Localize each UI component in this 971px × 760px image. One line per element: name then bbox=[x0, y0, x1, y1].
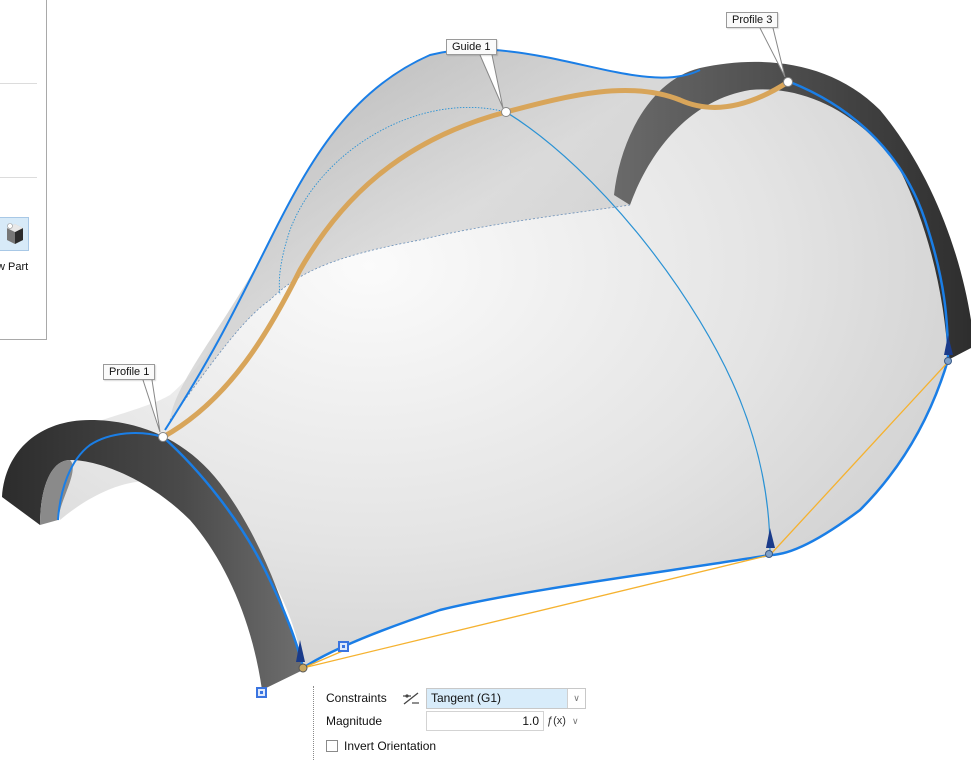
profile-1-edge bbox=[162, 436, 305, 669]
callout-leader bbox=[759, 27, 786, 78]
invert-orientation-checkbox[interactable] bbox=[326, 740, 338, 752]
guide-curve[interactable] bbox=[160, 79, 791, 440]
new-part-button[interactable] bbox=[0, 217, 29, 251]
callout-profile-3[interactable]: Profile 3 bbox=[726, 12, 779, 28]
vertex-point[interactable] bbox=[765, 550, 773, 558]
guide-arc-back bbox=[278, 107, 507, 296]
outer-edge-right bbox=[789, 80, 950, 361]
profile-1-face bbox=[2, 420, 303, 690]
tangent-line bbox=[302, 649, 346, 669]
constraints-label: Constraints bbox=[326, 691, 387, 705]
panel-divider bbox=[0, 177, 37, 178]
profile-1-point[interactable] bbox=[158, 432, 168, 442]
section-edge bbox=[169, 204, 631, 421]
chevron-down-icon[interactable]: ∨ bbox=[572, 716, 579, 726]
tangent-line bbox=[769, 361, 949, 556]
constraints-select[interactable]: Tangent (G1) ∨ bbox=[426, 688, 586, 709]
profile-3-point[interactable] bbox=[783, 77, 793, 87]
callout-profile-1[interactable]: Profile 1 bbox=[103, 364, 156, 380]
profile-1-inner-edge bbox=[57, 432, 164, 521]
direction-arrow-icon bbox=[766, 528, 775, 548]
panel-divider bbox=[0, 83, 37, 84]
direction-arrow-icon bbox=[296, 640, 305, 662]
manipulator-handle[interactable] bbox=[338, 641, 349, 652]
tool-panel: w Part bbox=[0, 0, 47, 340]
tangent-constraint-icon bbox=[403, 692, 419, 705]
profile-3-face bbox=[614, 61, 971, 360]
formula-fx-icon[interactable]: ƒ(x) bbox=[547, 715, 566, 727]
invert-orientation-label: Invert Orientation bbox=[344, 739, 437, 753]
manipulator-handle[interactable] bbox=[256, 687, 267, 698]
constraints-value: Tangent (G1) bbox=[431, 691, 502, 705]
magnitude-input[interactable]: 1.0 bbox=[426, 711, 544, 731]
constraint-property-dialog: Constraints Tangent (G1) ∨ Magnitude 1.0… bbox=[313, 686, 589, 760]
callout-guide-1[interactable]: Guide 1 bbox=[446, 39, 497, 55]
chevron-down-icon[interactable]: ∨ bbox=[567, 689, 585, 708]
new-part-label: w Part bbox=[0, 261, 29, 273]
magnitude-label: Magnitude bbox=[326, 714, 383, 728]
new-part-cube-icon bbox=[7, 223, 23, 244]
outer-edge-bottom bbox=[302, 359, 950, 670]
guide-1-point[interactable] bbox=[501, 107, 511, 117]
sweep-surface-body[interactable] bbox=[58, 49, 948, 668]
direction-arrow-icon bbox=[944, 335, 953, 355]
vertex-point[interactable] bbox=[944, 357, 952, 365]
callout-leader bbox=[142, 379, 161, 433]
inner-back-surface bbox=[170, 49, 700, 420]
profile-1-inner bbox=[40, 460, 73, 525]
outer-edge-top bbox=[164, 48, 701, 431]
callout-leader bbox=[479, 54, 504, 109]
tangent-line bbox=[302, 554, 771, 669]
vertex-point[interactable] bbox=[298, 663, 308, 673]
guide-arc-center bbox=[505, 111, 771, 553]
